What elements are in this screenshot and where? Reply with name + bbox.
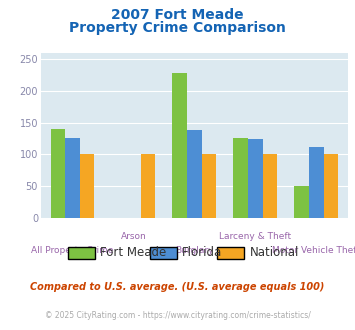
Bar xyxy=(248,139,263,218)
Text: All Property Crime: All Property Crime xyxy=(31,246,114,254)
Text: National: National xyxy=(250,246,299,259)
Bar xyxy=(80,154,94,218)
Bar xyxy=(187,130,202,218)
Bar xyxy=(263,154,277,218)
Bar xyxy=(141,154,155,218)
Bar xyxy=(173,73,187,218)
Bar xyxy=(65,139,80,218)
Text: Compared to U.S. average. (U.S. average equals 100): Compared to U.S. average. (U.S. average … xyxy=(30,282,325,292)
Bar xyxy=(202,154,216,218)
Text: Motor Vehicle Theft: Motor Vehicle Theft xyxy=(272,246,355,254)
Bar xyxy=(309,147,323,218)
Bar xyxy=(50,129,65,218)
Text: Fort Meade: Fort Meade xyxy=(100,246,166,259)
Text: Florida: Florida xyxy=(182,246,222,259)
Text: Larceny & Theft: Larceny & Theft xyxy=(219,232,291,241)
Text: © 2025 CityRating.com - https://www.cityrating.com/crime-statistics/: © 2025 CityRating.com - https://www.city… xyxy=(45,311,310,320)
Bar xyxy=(233,138,248,218)
Text: Property Crime Comparison: Property Crime Comparison xyxy=(69,21,286,35)
Bar xyxy=(323,154,338,218)
Text: Arson: Arson xyxy=(121,232,146,241)
Bar xyxy=(294,186,309,218)
Text: Burglary: Burglary xyxy=(175,246,214,254)
Text: 2007 Fort Meade: 2007 Fort Meade xyxy=(111,8,244,22)
